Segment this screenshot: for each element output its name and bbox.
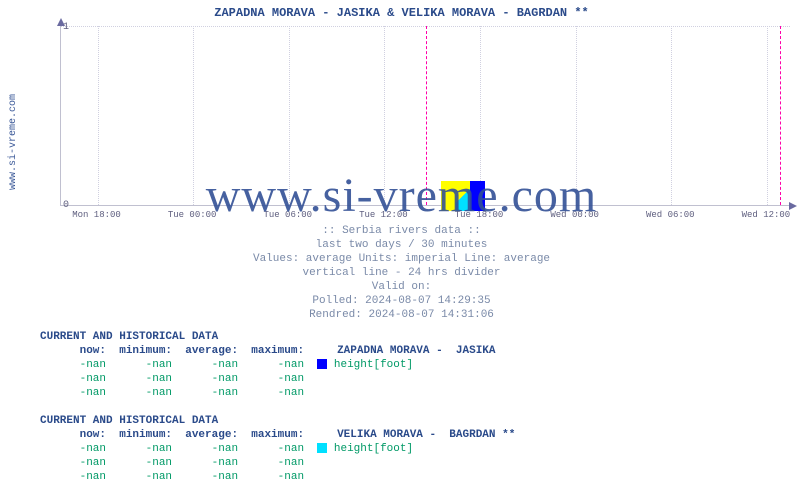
block-header: CURRENT AND HISTORICAL DATA: [40, 414, 515, 428]
x-tick-label: Wed 06:00: [646, 210, 695, 220]
x-tick-label: Tue 12:00: [359, 210, 408, 220]
swatch: [456, 181, 471, 211]
chart-plot-area: [60, 26, 790, 206]
column-headers: now: minimum: average: maximum: ZAPADNA …: [40, 344, 496, 358]
data-row: -nan -nan -nan -nan: [40, 470, 515, 484]
block-header: CURRENT AND HISTORICAL DATA: [40, 330, 496, 344]
gridline-v: [289, 26, 290, 205]
x-tick-label: Tue 06:00: [263, 210, 312, 220]
gridline-v: [480, 26, 481, 205]
legend-swatches: [441, 181, 485, 211]
caption-line: last two days / 30 minutes: [0, 238, 803, 252]
y-tick-label: 1: [29, 22, 69, 33]
data-row: -nan -nan -nan -nan height[foot]: [40, 358, 496, 372]
gridline-v: [98, 26, 99, 205]
caption-line: Valid on:: [0, 280, 803, 294]
swatch: [441, 181, 456, 211]
series-swatch-icon: [317, 359, 327, 369]
gridline-v: [384, 26, 385, 205]
data-row: -nan -nan -nan -nan height[foot]: [40, 442, 515, 456]
data-block: CURRENT AND HISTORICAL DATA now: minimum…: [40, 414, 515, 484]
caption-line: Polled: 2024-08-07 14:29:35: [0, 294, 803, 308]
caption: :: Serbia rivers data :: last two days /…: [0, 224, 803, 322]
data-row: -nan -nan -nan -nan: [40, 372, 496, 386]
x-tick-label: Tue 00:00: [168, 210, 217, 220]
gridline-v: [767, 26, 768, 205]
x-tick-label: Wed 12:00: [742, 210, 791, 220]
gridline-v: [576, 26, 577, 205]
caption-line: vertical line - 24 hrs divider: [0, 266, 803, 280]
caption-line: Rendred: 2024-08-07 14:31:06: [0, 308, 803, 322]
caption-line: :: Serbia rivers data ::: [0, 224, 803, 238]
data-row: -nan -nan -nan -nan: [40, 386, 496, 400]
series-swatch-icon: [317, 443, 327, 453]
swatch: [470, 181, 485, 211]
y-tick-label: 0: [29, 200, 69, 211]
gridline-v: [671, 26, 672, 205]
chart-title: ZAPADNA MORAVA - JASIKA & VELIKA MORAVA …: [0, 6, 803, 20]
x-tick-label: Tue 18:00: [455, 210, 504, 220]
x-tick-label: Wed 00:00: [550, 210, 599, 220]
divider-24h: [780, 26, 781, 205]
data-block: CURRENT AND HISTORICAL DATA now: minimum…: [40, 330, 496, 400]
data-row: -nan -nan -nan -nan: [40, 456, 515, 470]
side-url: www.si-vreme.com: [8, 94, 19, 190]
x-tick-label: Mon 18:00: [72, 210, 121, 220]
x-axis-arrow-icon: [789, 202, 797, 210]
gridline-v: [193, 26, 194, 205]
caption-line: Values: average Units: imperial Line: av…: [0, 252, 803, 266]
divider-24h: [426, 26, 427, 205]
column-headers: now: minimum: average: maximum: VELIKA M…: [40, 428, 515, 442]
